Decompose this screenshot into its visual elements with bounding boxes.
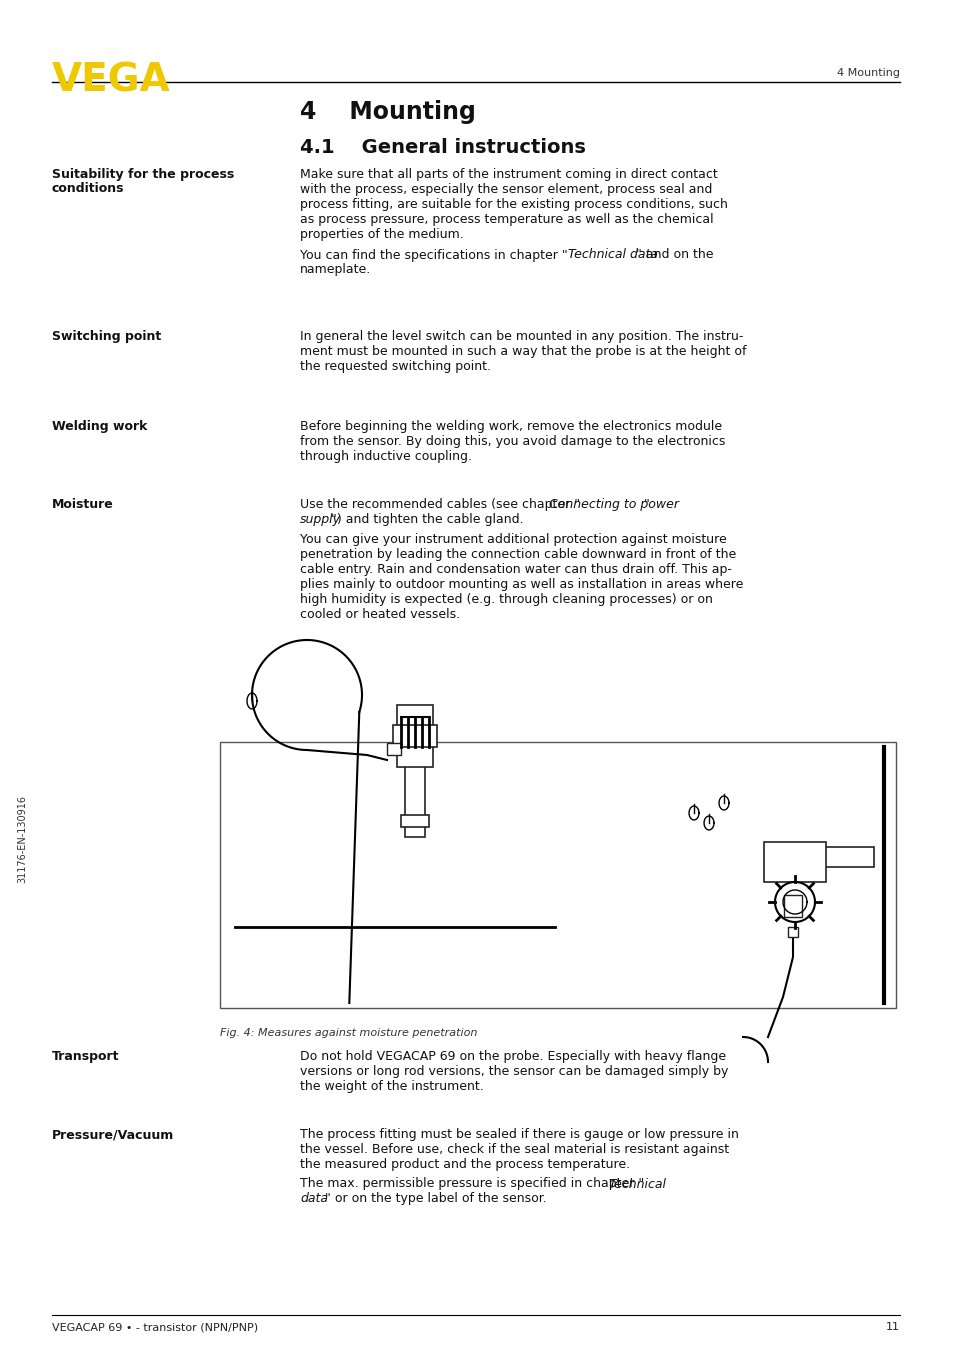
Bar — [220, 742, 895, 1007]
Text: 4.1    General instructions: 4.1 General instructions — [299, 138, 585, 157]
Bar — [396, 705, 433, 766]
Text: Make sure that all parts of the instrument coming in direct contact
with the pro: Make sure that all parts of the instrume… — [299, 168, 727, 241]
Bar — [823, 848, 873, 867]
Text: conditions: conditions — [52, 183, 125, 195]
Bar — [787, 927, 797, 937]
Text: " or on the type label of the sensor.: " or on the type label of the sensor. — [325, 1192, 546, 1205]
Text: Do not hold VEGACAP 69 on the probe. Especially with heavy flange
versions or lo: Do not hold VEGACAP 69 on the probe. Esp… — [299, 1049, 727, 1093]
Text: Before beginning the welding work, remove the electronics module
from the sensor: Before beginning the welding work, remov… — [299, 420, 724, 463]
Text: Technical: Technical — [607, 1178, 665, 1190]
Bar — [387, 743, 400, 756]
Text: You can find the specifications in chapter ": You can find the specifications in chapt… — [299, 249, 567, 261]
Text: supply: supply — [299, 513, 340, 525]
Text: The max. permissible pressure is specified in chapter ": The max. permissible pressure is specifi… — [299, 1178, 643, 1190]
Bar — [393, 724, 436, 747]
Text: 4 Mounting: 4 Mounting — [836, 68, 899, 79]
Text: Transport: Transport — [52, 1049, 119, 1063]
Text: ": " — [643, 498, 649, 510]
Text: The process fitting must be sealed if there is gauge or low pressure in
the vess: The process fitting must be sealed if th… — [299, 1128, 739, 1171]
Text: Technical data: Technical data — [567, 249, 658, 261]
Text: Fig. 4: Measures against moisture penetration: Fig. 4: Measures against moisture penetr… — [220, 1028, 476, 1039]
Text: data: data — [299, 1192, 328, 1205]
Text: Suitability for the process: Suitability for the process — [52, 168, 234, 181]
Text: 11: 11 — [885, 1322, 899, 1332]
Text: Switching point: Switching point — [52, 330, 161, 343]
Text: 4    Mounting: 4 Mounting — [299, 100, 476, 125]
Text: Welding work: Welding work — [52, 420, 147, 433]
Bar — [400, 815, 429, 827]
Text: Connecting to power: Connecting to power — [548, 498, 679, 510]
Text: Moisture: Moisture — [52, 498, 113, 510]
Text: VEGACAP 69 • - transistor (NPN/PNP): VEGACAP 69 • - transistor (NPN/PNP) — [52, 1322, 258, 1332]
Text: Use the recommended cables (see chapter ": Use the recommended cables (see chapter … — [299, 498, 579, 510]
Bar — [783, 895, 801, 917]
Text: ") and tighten the cable gland.: ") and tighten the cable gland. — [331, 513, 523, 525]
Text: You can give your instrument additional protection against moisture
penetration : You can give your instrument additional … — [299, 533, 742, 621]
Text: Pressure/Vacuum: Pressure/Vacuum — [52, 1128, 174, 1141]
Text: 31176-EN-130916: 31176-EN-130916 — [17, 796, 27, 883]
Text: nameplate.: nameplate. — [299, 263, 371, 276]
Text: In general the level switch can be mounted in any position. The instru-
ment mus: In general the level switch can be mount… — [299, 330, 745, 372]
Text: " and on the: " and on the — [636, 249, 713, 261]
Bar — [405, 757, 424, 837]
Bar — [763, 842, 825, 881]
Text: VEGA: VEGA — [52, 62, 171, 100]
